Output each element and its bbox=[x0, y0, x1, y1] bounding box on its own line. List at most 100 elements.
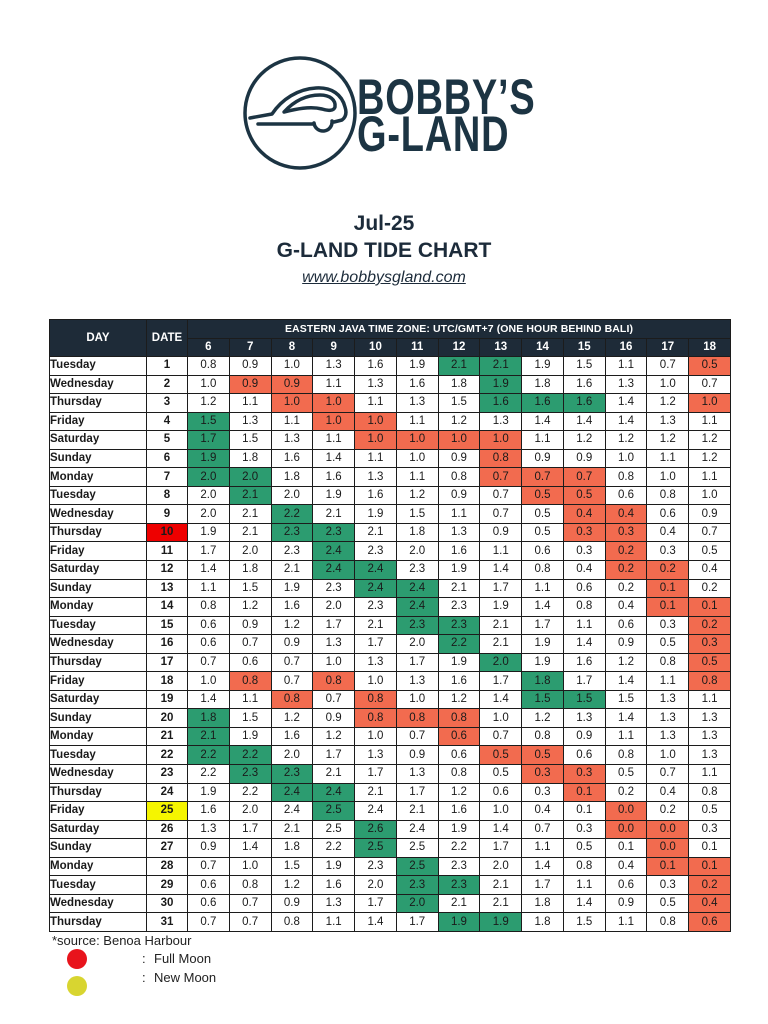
tide-cell-d6-h11: 1.0 bbox=[395, 448, 439, 469]
tide-cell-d24-h10: 2.1 bbox=[354, 782, 397, 803]
tide-cell-d5-h18: 1.2 bbox=[688, 430, 731, 450]
tide-cell-d15-h10: 2.1 bbox=[354, 615, 397, 636]
tide-cell-d29-h12: 2.3 bbox=[437, 875, 481, 895]
day-cell: Sunday bbox=[49, 448, 147, 469]
tide-cell-d20-h6: 1.8 bbox=[187, 708, 230, 728]
tide-cell-d14-h14: 1.4 bbox=[521, 597, 564, 617]
tide-cell-d14-h9: 2.0 bbox=[312, 597, 356, 617]
tide-cell-d29-h15: 1.1 bbox=[562, 875, 606, 895]
tide-cell-d17-h16: 1.2 bbox=[604, 652, 648, 673]
tide-cell-d3-h14: 1.6 bbox=[521, 393, 564, 413]
day-cell: Thursday bbox=[49, 652, 147, 673]
day-cell: Monday bbox=[49, 726, 147, 747]
tide-cell-d8-h6: 2.0 bbox=[187, 485, 230, 506]
legend-separator: : bbox=[142, 970, 146, 985]
tide-cell-d12-h14: 0.8 bbox=[521, 560, 564, 580]
brand-wordmark: BOBBY’S G-LAND bbox=[357, 72, 535, 159]
tide-cell-d8-h16: 0.6 bbox=[604, 485, 648, 506]
tide-cell-d17-h9: 1.0 bbox=[312, 652, 356, 673]
tide-cell-d31-h10: 1.4 bbox=[354, 912, 397, 932]
tide-cell-d25-h13: 1.0 bbox=[479, 801, 523, 821]
website-link[interactable]: www.bobbysgland.com bbox=[302, 269, 466, 286]
tide-cell-d8-h8: 2.0 bbox=[270, 485, 314, 506]
tide-cell-d4-h14: 1.4 bbox=[521, 411, 564, 432]
day-cell: Thursday bbox=[49, 393, 147, 413]
tide-cell-d18-h15: 1.7 bbox=[562, 671, 606, 691]
tide-cell-d19-h14: 1.5 bbox=[521, 689, 564, 710]
tide-cell-d14-h13: 1.9 bbox=[479, 597, 523, 617]
tide-cell-d10-h9: 2.3 bbox=[312, 522, 356, 543]
day-cell: Wednesday bbox=[49, 374, 147, 395]
tide-cell-d14-h17: 0.1 bbox=[646, 597, 690, 617]
tide-cell-d4-h16: 1.4 bbox=[604, 411, 648, 432]
tide-cell-d31-h17: 0.8 bbox=[646, 912, 690, 932]
tide-cell-d30-h8: 0.9 bbox=[270, 893, 314, 914]
tide-cell-d13-h14: 1.1 bbox=[521, 578, 564, 599]
tide-cell-d20-h7: 1.5 bbox=[228, 708, 272, 728]
tide-cell-d13-h13: 1.7 bbox=[479, 578, 523, 599]
tide-cell-d29-h11: 2.3 bbox=[395, 875, 439, 895]
day-cell: Wednesday bbox=[49, 764, 147, 784]
tide-cell-d24-h9: 2.4 bbox=[312, 782, 356, 803]
tide-cell-d11-h16: 0.2 bbox=[604, 541, 648, 562]
tide-cell-d18-h17: 1.1 bbox=[646, 671, 690, 691]
tide-cell-d8-h7: 2.1 bbox=[228, 485, 272, 506]
tide-cell-d10-h18: 0.7 bbox=[688, 522, 731, 543]
tide-cell-d7-h8: 1.8 bbox=[270, 467, 314, 487]
date-cell: 26 bbox=[146, 819, 188, 840]
tide-cell-d1-h18: 0.5 bbox=[688, 356, 731, 376]
tide-cell-d3-h18: 1.0 bbox=[688, 393, 731, 413]
tide-cell-d22-h17: 1.0 bbox=[646, 745, 690, 766]
tide-cell-d12-h13: 1.4 bbox=[479, 560, 523, 580]
tide-row-9: Wednesday 9 2.0 2.1 2.2 2.1 1.9 1.5 1.1 0.7 0.5 0.4… bbox=[49, 504, 731, 524]
tide-cell-d31-h11: 1.7 bbox=[395, 912, 439, 932]
tide-cell-d29-h6: 0.6 bbox=[187, 875, 230, 895]
tide-cell-d4-h10: 1.0 bbox=[354, 411, 397, 432]
tide-cell-d10-h15: 0.3 bbox=[562, 522, 606, 543]
tide-cell-d23-h15: 0.3 bbox=[562, 764, 606, 784]
tide-cell-d25-h12: 1.6 bbox=[437, 801, 481, 821]
tide-cell-d23-h11: 1.3 bbox=[395, 764, 439, 784]
tide-cell-d20-h8: 1.2 bbox=[270, 708, 314, 728]
tide-cell-d11-h8: 2.3 bbox=[270, 541, 314, 562]
tide-cell-d12-h7: 1.8 bbox=[228, 560, 272, 580]
date-cell: 19 bbox=[146, 689, 188, 710]
tide-cell-d27-h14: 1.1 bbox=[521, 838, 564, 858]
day-cell: Monday bbox=[49, 467, 147, 487]
tide-cell-d16-h15: 1.4 bbox=[562, 634, 606, 654]
tide-cell-d12-h17: 0.2 bbox=[646, 560, 690, 580]
tide-cell-d20-h9: 0.9 bbox=[312, 708, 356, 728]
tide-cell-d16-h18: 0.3 bbox=[688, 634, 731, 654]
tide-cell-d20-h15: 1.3 bbox=[562, 708, 606, 728]
tide-cell-d28-h14: 1.4 bbox=[521, 856, 564, 877]
tide-row-3: Thursday 3 1.2 1.1 1.0 1.0 1.1 1.3 1.5 1.6 1.6 1.6 1… bbox=[49, 393, 731, 413]
tide-cell-d13-h16: 0.2 bbox=[604, 578, 648, 599]
tide-cell-d4-h7: 1.3 bbox=[228, 411, 272, 432]
tide-cell-d2-h9: 1.1 bbox=[312, 374, 356, 395]
day-cell: Monday bbox=[49, 597, 147, 617]
tide-cell-d6-h18: 1.2 bbox=[688, 448, 731, 469]
tide-cell-d30-h10: 1.7 bbox=[354, 893, 397, 914]
tide-cell-d19-h15: 1.5 bbox=[562, 689, 606, 710]
tide-cell-d17-h11: 1.7 bbox=[395, 652, 439, 673]
tide-cell-d5-h14: 1.1 bbox=[521, 430, 564, 450]
legend-label-full-moon: Full Moon bbox=[154, 951, 212, 966]
tide-cell-d28-h11: 2.5 bbox=[395, 856, 439, 877]
tide-cell-d5-h9: 1.1 bbox=[312, 430, 356, 450]
tide-cell-d7-h13: 0.7 bbox=[479, 467, 523, 487]
tide-table: DAY DATE EASTERN JAVA TIME ZONE: UTC/GMT… bbox=[49, 319, 731, 932]
tide-cell-d18-h12: 1.6 bbox=[437, 671, 481, 691]
tide-cell-d31-h14: 1.8 bbox=[521, 912, 564, 932]
tide-cell-d11-h10: 2.3 bbox=[354, 541, 397, 562]
tide-cell-d24-h18: 0.8 bbox=[688, 782, 731, 803]
tide-row-5: Saturday 5 1.7 1.5 1.3 1.1 1.0 1.0 1.0 1.0 1.1 1.2 1… bbox=[49, 430, 731, 450]
tide-cell-d21-h14: 0.8 bbox=[521, 726, 564, 747]
tide-cell-d8-h14: 0.5 bbox=[521, 485, 564, 506]
day-cell: Sunday bbox=[49, 708, 147, 728]
tide-cell-d20-h18: 1.3 bbox=[688, 708, 731, 728]
tide-cell-d5-h10: 1.0 bbox=[354, 430, 397, 450]
time-zone-header: EASTERN JAVA TIME ZONE: UTC/GMT+7 (ONE H… bbox=[187, 319, 731, 339]
tide-cell-d3-h12: 1.5 bbox=[437, 393, 481, 413]
tide-cell-d9-h14: 0.5 bbox=[521, 504, 564, 524]
tide-cell-d22-h11: 0.9 bbox=[395, 745, 439, 766]
